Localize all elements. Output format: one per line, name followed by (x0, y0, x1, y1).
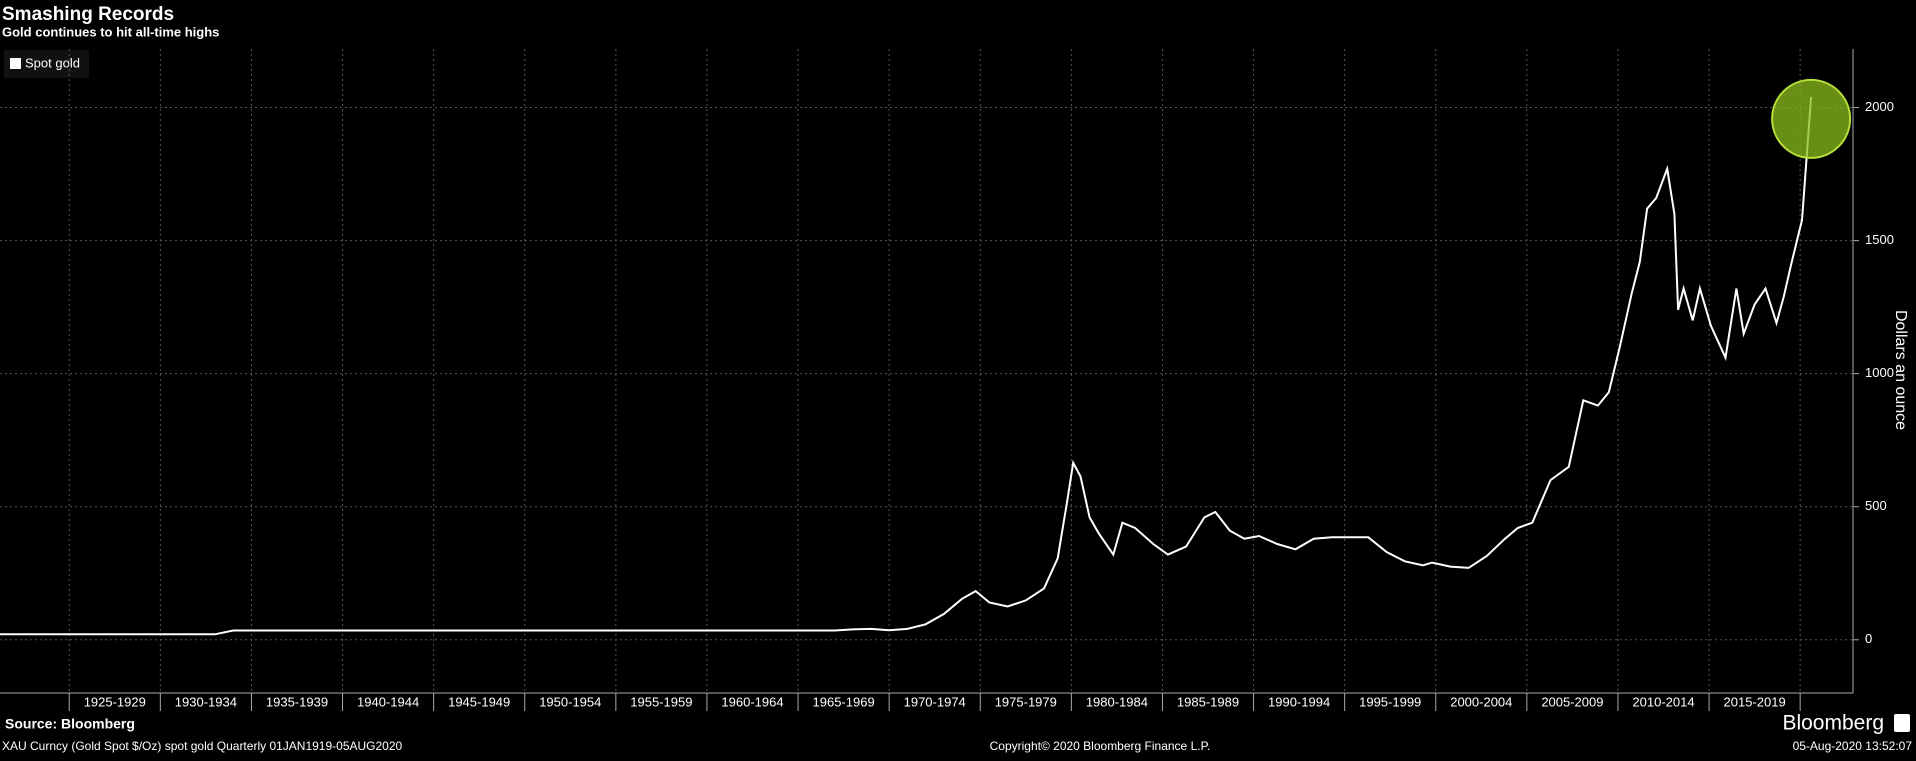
x-tick-label: 1955-1959 (630, 694, 692, 709)
chart-title: Smashing Records (2, 4, 174, 25)
y-tick-label: 1500 (1865, 232, 1894, 247)
x-tick-label: 2015-2019 (1724, 694, 1786, 709)
x-tick-label: 1975-1979 (995, 694, 1057, 709)
x-tick-label: 1985-1989 (1177, 694, 1239, 709)
legend-swatch (10, 58, 21, 69)
y-tick-label: 1000 (1865, 365, 1894, 380)
x-tick-label: 1980-1984 (1086, 694, 1148, 709)
highlight-circle (1771, 78, 1852, 159)
source: Source: Bloomberg (5, 716, 135, 732)
x-tick-label: 1945-1949 (448, 694, 510, 709)
brand: Bloomberg (1782, 712, 1884, 735)
legend-label: Spot gold (25, 55, 80, 70)
footer-center: Copyright© 2020 Bloomberg Finance L.P. (990, 739, 1211, 753)
x-tick-label: 1925-1929 (84, 694, 146, 709)
footer-right: 05-Aug-2020 13:52:07 (1793, 739, 1913, 753)
x-tick-label: 2000-2004 (1450, 694, 1512, 709)
x-tick-label: 1960-1964 (721, 694, 783, 709)
x-tick-label: 1970-1974 (904, 694, 966, 709)
y-tick-label: 2000 (1865, 99, 1894, 114)
y-axis-label: Dollars an ounce (1892, 310, 1909, 430)
x-tick-label: 1995-1999 (1359, 694, 1421, 709)
x-tick-label: 1940-1944 (357, 694, 419, 709)
chart-subtitle: Gold continues to hit all-time highs (2, 24, 219, 39)
x-tick-label: 1990-1994 (1268, 694, 1330, 709)
y-tick-label: 500 (1865, 498, 1887, 513)
x-tick-label: 1935-1939 (266, 694, 328, 709)
x-tick-label: 1950-1954 (539, 694, 601, 709)
brand-icon (1894, 714, 1910, 732)
x-tick-label: 2005-2009 (1541, 694, 1603, 709)
line (0, 96, 1813, 636)
y-tick-label: 0 (1865, 631, 1872, 646)
x-tick-label: 2010-2014 (1632, 694, 1694, 709)
footer-left: XAU Curncy (Gold Spot $/Oz) spot gold Qu… (2, 739, 403, 753)
x-tick-label: 1930-1934 (175, 694, 237, 709)
x-tick-label: 1965-1969 (813, 694, 875, 709)
